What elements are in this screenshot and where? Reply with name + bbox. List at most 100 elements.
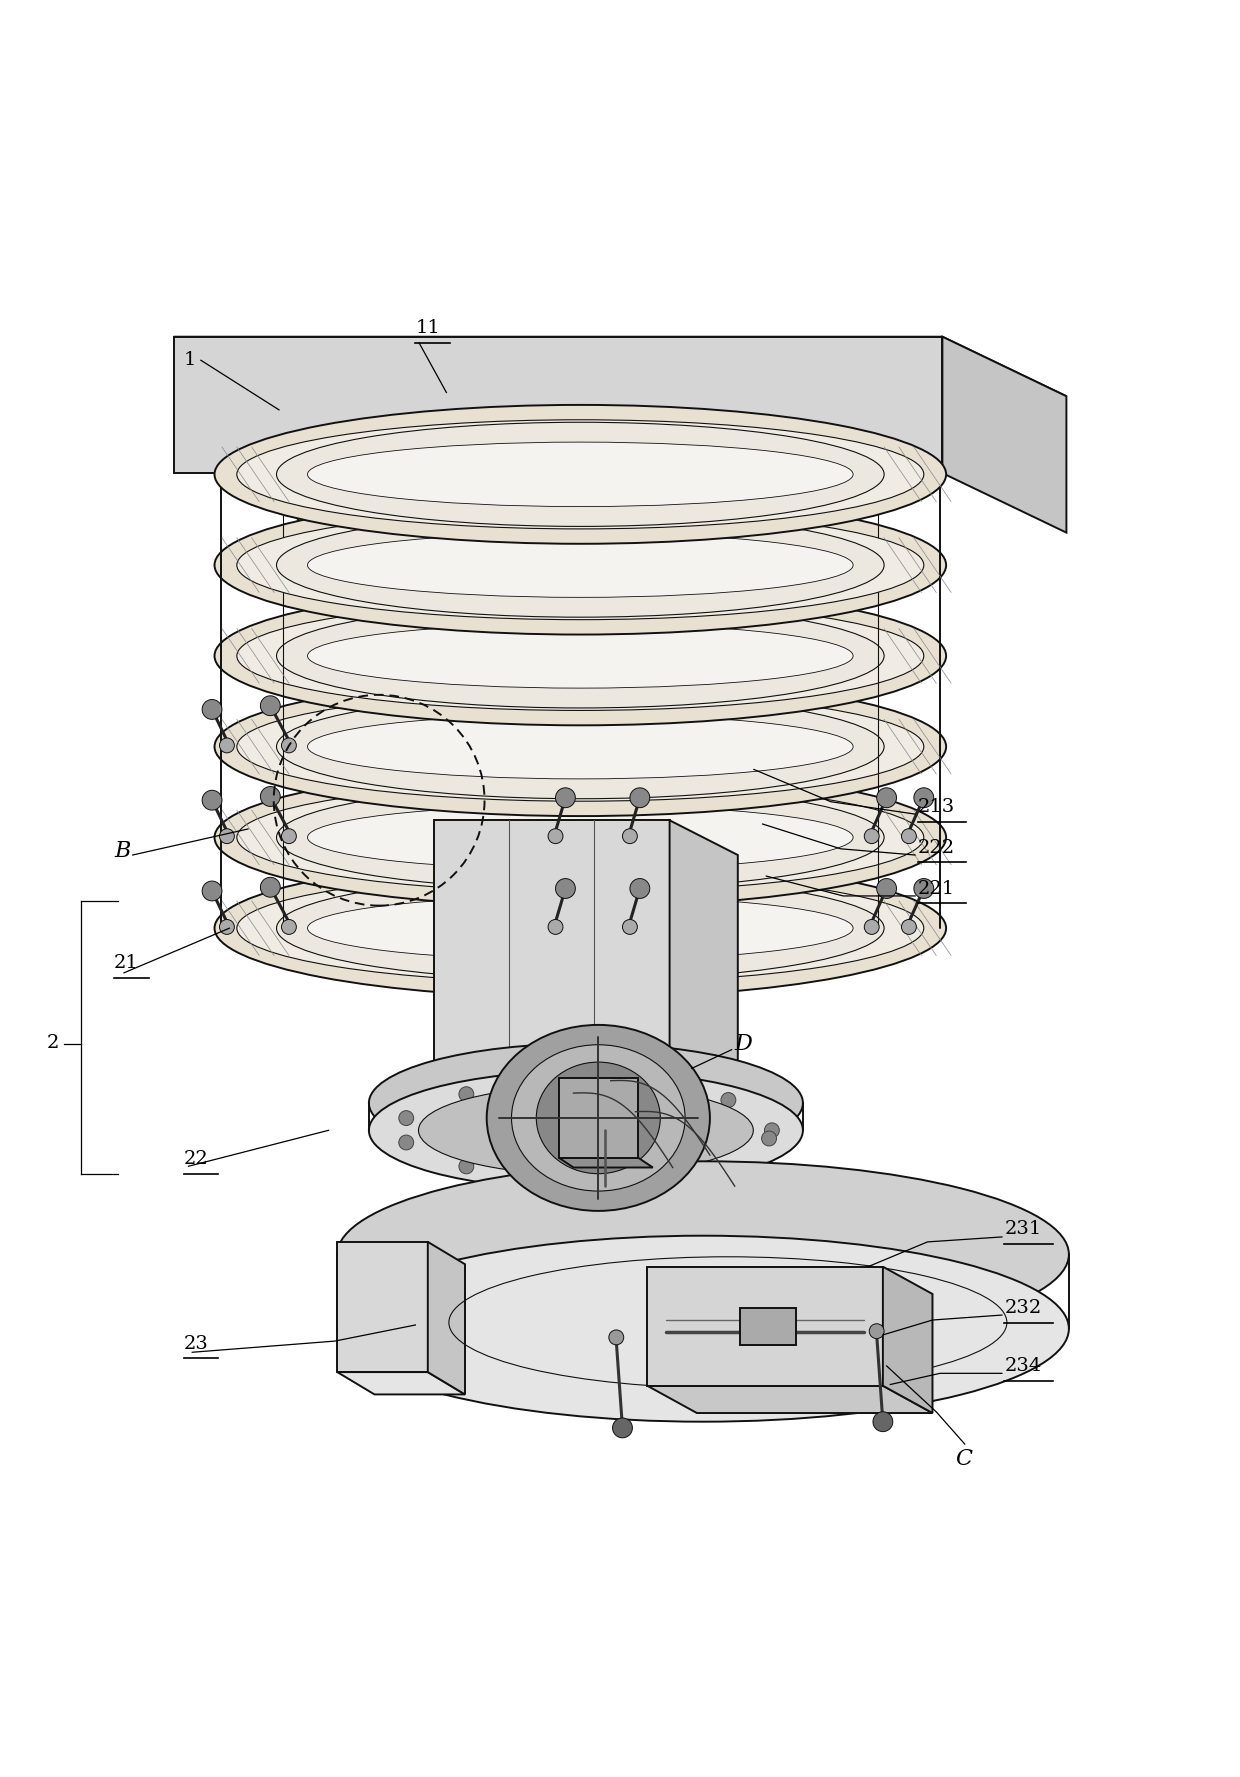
Text: 23: 23 (184, 1335, 208, 1352)
Circle shape (787, 476, 800, 489)
Circle shape (459, 1159, 474, 1175)
Circle shape (548, 919, 563, 935)
Polygon shape (434, 821, 670, 1130)
Circle shape (578, 1169, 594, 1185)
Circle shape (281, 919, 296, 935)
Circle shape (219, 919, 234, 935)
Ellipse shape (370, 1043, 804, 1162)
Text: D: D (734, 1032, 751, 1054)
Text: 2: 2 (47, 1034, 60, 1052)
Ellipse shape (308, 533, 853, 597)
Circle shape (202, 791, 222, 810)
Circle shape (291, 476, 304, 489)
Circle shape (459, 1088, 474, 1102)
Circle shape (613, 1418, 632, 1438)
Circle shape (877, 787, 897, 809)
Circle shape (877, 878, 897, 899)
Polygon shape (670, 821, 738, 1166)
Ellipse shape (537, 1063, 661, 1173)
Text: 11: 11 (415, 320, 440, 338)
Circle shape (624, 576, 641, 594)
Ellipse shape (215, 768, 946, 906)
Circle shape (869, 1324, 884, 1338)
Text: 221: 221 (918, 880, 955, 897)
Circle shape (539, 476, 552, 489)
Polygon shape (174, 336, 1066, 396)
Circle shape (363, 576, 381, 594)
Ellipse shape (215, 405, 946, 544)
Polygon shape (337, 1372, 465, 1395)
Circle shape (914, 787, 934, 809)
Polygon shape (558, 1079, 639, 1157)
Ellipse shape (337, 1235, 1069, 1422)
Circle shape (764, 1123, 780, 1137)
Text: 234: 234 (1004, 1358, 1042, 1375)
Circle shape (864, 919, 879, 935)
Ellipse shape (215, 677, 946, 816)
Text: 232: 232 (1004, 1299, 1042, 1317)
Circle shape (914, 878, 934, 899)
Text: 22: 22 (184, 1150, 208, 1167)
Circle shape (720, 1093, 735, 1107)
Circle shape (281, 828, 296, 844)
Ellipse shape (370, 1072, 804, 1191)
Ellipse shape (512, 1045, 684, 1191)
Circle shape (622, 919, 637, 935)
Circle shape (366, 476, 378, 489)
Circle shape (260, 787, 280, 807)
Ellipse shape (237, 601, 924, 711)
Polygon shape (883, 1267, 932, 1413)
Text: 21: 21 (114, 954, 139, 972)
Circle shape (864, 828, 879, 844)
Circle shape (626, 476, 639, 489)
Ellipse shape (337, 1162, 1069, 1347)
Circle shape (630, 878, 650, 899)
Text: 1: 1 (184, 352, 196, 370)
Circle shape (219, 828, 234, 844)
Circle shape (450, 576, 467, 594)
Ellipse shape (237, 784, 924, 892)
Ellipse shape (308, 805, 853, 869)
Circle shape (901, 919, 916, 935)
Ellipse shape (215, 586, 946, 725)
Circle shape (537, 576, 554, 594)
Text: 231: 231 (1004, 1221, 1042, 1239)
Circle shape (622, 828, 637, 844)
Text: C: C (955, 1448, 972, 1470)
Circle shape (202, 700, 222, 720)
Polygon shape (434, 1130, 738, 1166)
Ellipse shape (237, 510, 924, 620)
Circle shape (761, 1130, 776, 1146)
Ellipse shape (308, 896, 853, 960)
Circle shape (609, 1329, 624, 1345)
Polygon shape (337, 1242, 428, 1372)
Ellipse shape (419, 1086, 754, 1175)
Circle shape (873, 1411, 893, 1432)
Polygon shape (174, 336, 942, 473)
Polygon shape (428, 1242, 465, 1395)
Circle shape (260, 878, 280, 897)
Text: 213: 213 (918, 798, 955, 816)
Circle shape (556, 787, 575, 809)
Circle shape (548, 828, 563, 844)
Ellipse shape (277, 514, 884, 617)
Circle shape (611, 1077, 626, 1091)
Circle shape (399, 1111, 414, 1125)
Circle shape (698, 1159, 713, 1175)
Ellipse shape (237, 691, 924, 801)
Polygon shape (740, 1308, 796, 1345)
Ellipse shape (308, 624, 853, 688)
Circle shape (453, 476, 465, 489)
Circle shape (399, 1136, 414, 1150)
Circle shape (901, 828, 916, 844)
Text: 222: 222 (918, 839, 955, 857)
Ellipse shape (277, 604, 884, 707)
Ellipse shape (486, 1025, 711, 1210)
Circle shape (630, 787, 650, 809)
Polygon shape (558, 1157, 653, 1167)
Polygon shape (647, 1386, 932, 1413)
Circle shape (289, 576, 306, 594)
Ellipse shape (215, 496, 946, 634)
Ellipse shape (277, 695, 884, 798)
Polygon shape (647, 1267, 883, 1386)
